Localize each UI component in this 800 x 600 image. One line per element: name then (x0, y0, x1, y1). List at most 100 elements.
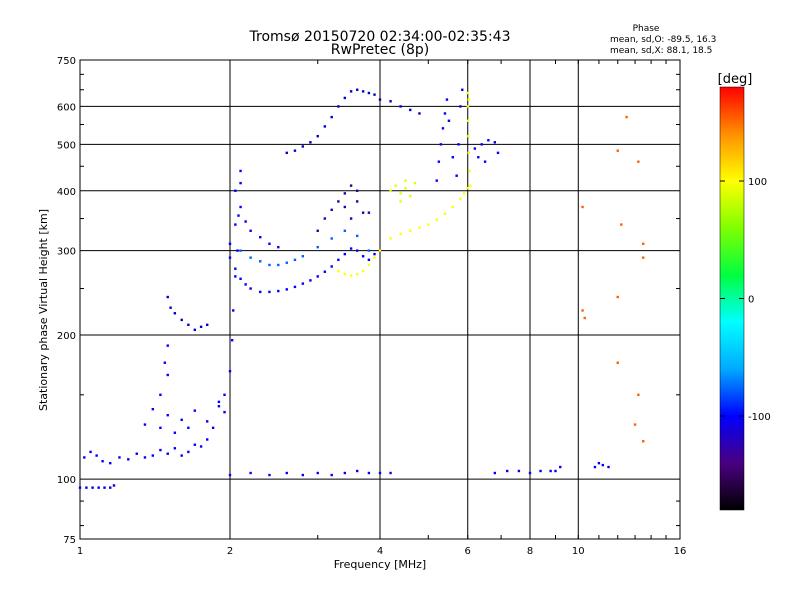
echo-point (316, 245, 319, 249)
echo-point (112, 484, 116, 487)
echo-point (232, 309, 235, 312)
echo-point (239, 277, 242, 280)
echo-point (439, 143, 443, 146)
x-tick-label: 6 (465, 546, 471, 557)
echo-point (355, 469, 359, 473)
echo-point (367, 91, 371, 95)
echo-point (404, 179, 407, 182)
colorbar-tick-label: 100 (748, 177, 767, 188)
echo-point (361, 211, 365, 214)
echo-point (89, 450, 92, 454)
echo-point (455, 174, 458, 177)
echo-trace (83, 181, 242, 465)
echo-point (633, 423, 637, 426)
echo-point (337, 105, 340, 108)
echo-point (109, 486, 112, 489)
echo-point (330, 208, 333, 212)
echo-point (355, 200, 359, 203)
stats-heading: Phase (633, 24, 660, 34)
echo-point (616, 361, 619, 364)
echo-trace (228, 469, 392, 477)
echo-point (468, 169, 471, 173)
echo-point (443, 112, 447, 115)
x-tick-label: 8 (527, 546, 533, 557)
echo-point (517, 469, 521, 473)
echo-point (228, 256, 232, 259)
echo-trace (581, 115, 645, 443)
echo-trace (166, 295, 209, 332)
echo-point (399, 192, 402, 195)
echo-point (323, 217, 327, 220)
echo-point (461, 88, 464, 91)
echo-point (244, 220, 247, 223)
echo-point (399, 105, 402, 108)
echo-point (597, 461, 601, 465)
echo-point (205, 438, 209, 441)
echo-point (330, 473, 333, 477)
echo-point (159, 393, 162, 397)
echo-point (467, 98, 471, 101)
echo-point (487, 139, 490, 142)
echo-point (159, 448, 162, 452)
echo-point (466, 119, 470, 122)
echo-point (467, 134, 470, 138)
x-axis-label: Frequency [MHz] (334, 558, 426, 571)
echo-point (477, 156, 480, 159)
echo-point (228, 473, 232, 477)
echo-point (337, 258, 340, 262)
echo-point (528, 471, 532, 475)
x-tick-label: 2 (227, 546, 233, 557)
echo-point (166, 295, 169, 299)
echo-point (249, 287, 252, 290)
echo-point (316, 471, 319, 475)
echo-point (259, 290, 262, 294)
echo-point (539, 469, 542, 473)
echo-point (109, 461, 112, 465)
echo-point (466, 105, 469, 108)
y-tick-label: 100 (57, 475, 76, 486)
echo-point (581, 205, 584, 209)
echo-point (496, 151, 500, 155)
echo-point (459, 197, 462, 200)
echo-point (549, 469, 552, 473)
echo-point (187, 426, 190, 430)
echo-point (277, 263, 280, 267)
echo-point (343, 252, 347, 256)
echo-point (268, 473, 271, 477)
echo-point (483, 160, 487, 163)
echo-point (193, 328, 197, 332)
echo-point (505, 469, 509, 473)
echo-point (205, 323, 209, 327)
echo-point (316, 275, 319, 278)
echo-point (343, 272, 347, 276)
echo-point (457, 143, 460, 146)
echo-point (378, 471, 382, 475)
echo-point (169, 306, 172, 309)
echo-point (330, 265, 333, 268)
echo-trace (316, 184, 371, 232)
echo-point (91, 486, 94, 489)
chart-title: Tromsø 20150720 02:34:00-02:35:43 (249, 29, 511, 45)
y-tick-label: 75 (63, 535, 76, 546)
echo-point (367, 263, 371, 267)
echo-point (83, 456, 86, 459)
echo-point (228, 242, 232, 245)
echo-point (361, 90, 365, 93)
echo-point (389, 237, 392, 240)
echo-trace (473, 139, 500, 163)
echo-point (236, 249, 239, 252)
echo-point (343, 96, 347, 100)
echo-point (187, 323, 190, 327)
x-tick-label: 4 (377, 546, 383, 557)
echo-point (355, 272, 359, 276)
echo-point (581, 309, 584, 312)
echo-point (480, 143, 483, 146)
echo-point (268, 290, 271, 294)
echo-point (180, 454, 183, 457)
echo-point (173, 312, 177, 315)
echo-trace (228, 169, 280, 249)
echo-point (355, 234, 359, 238)
echo-point (163, 361, 167, 364)
echo-point (173, 447, 177, 450)
